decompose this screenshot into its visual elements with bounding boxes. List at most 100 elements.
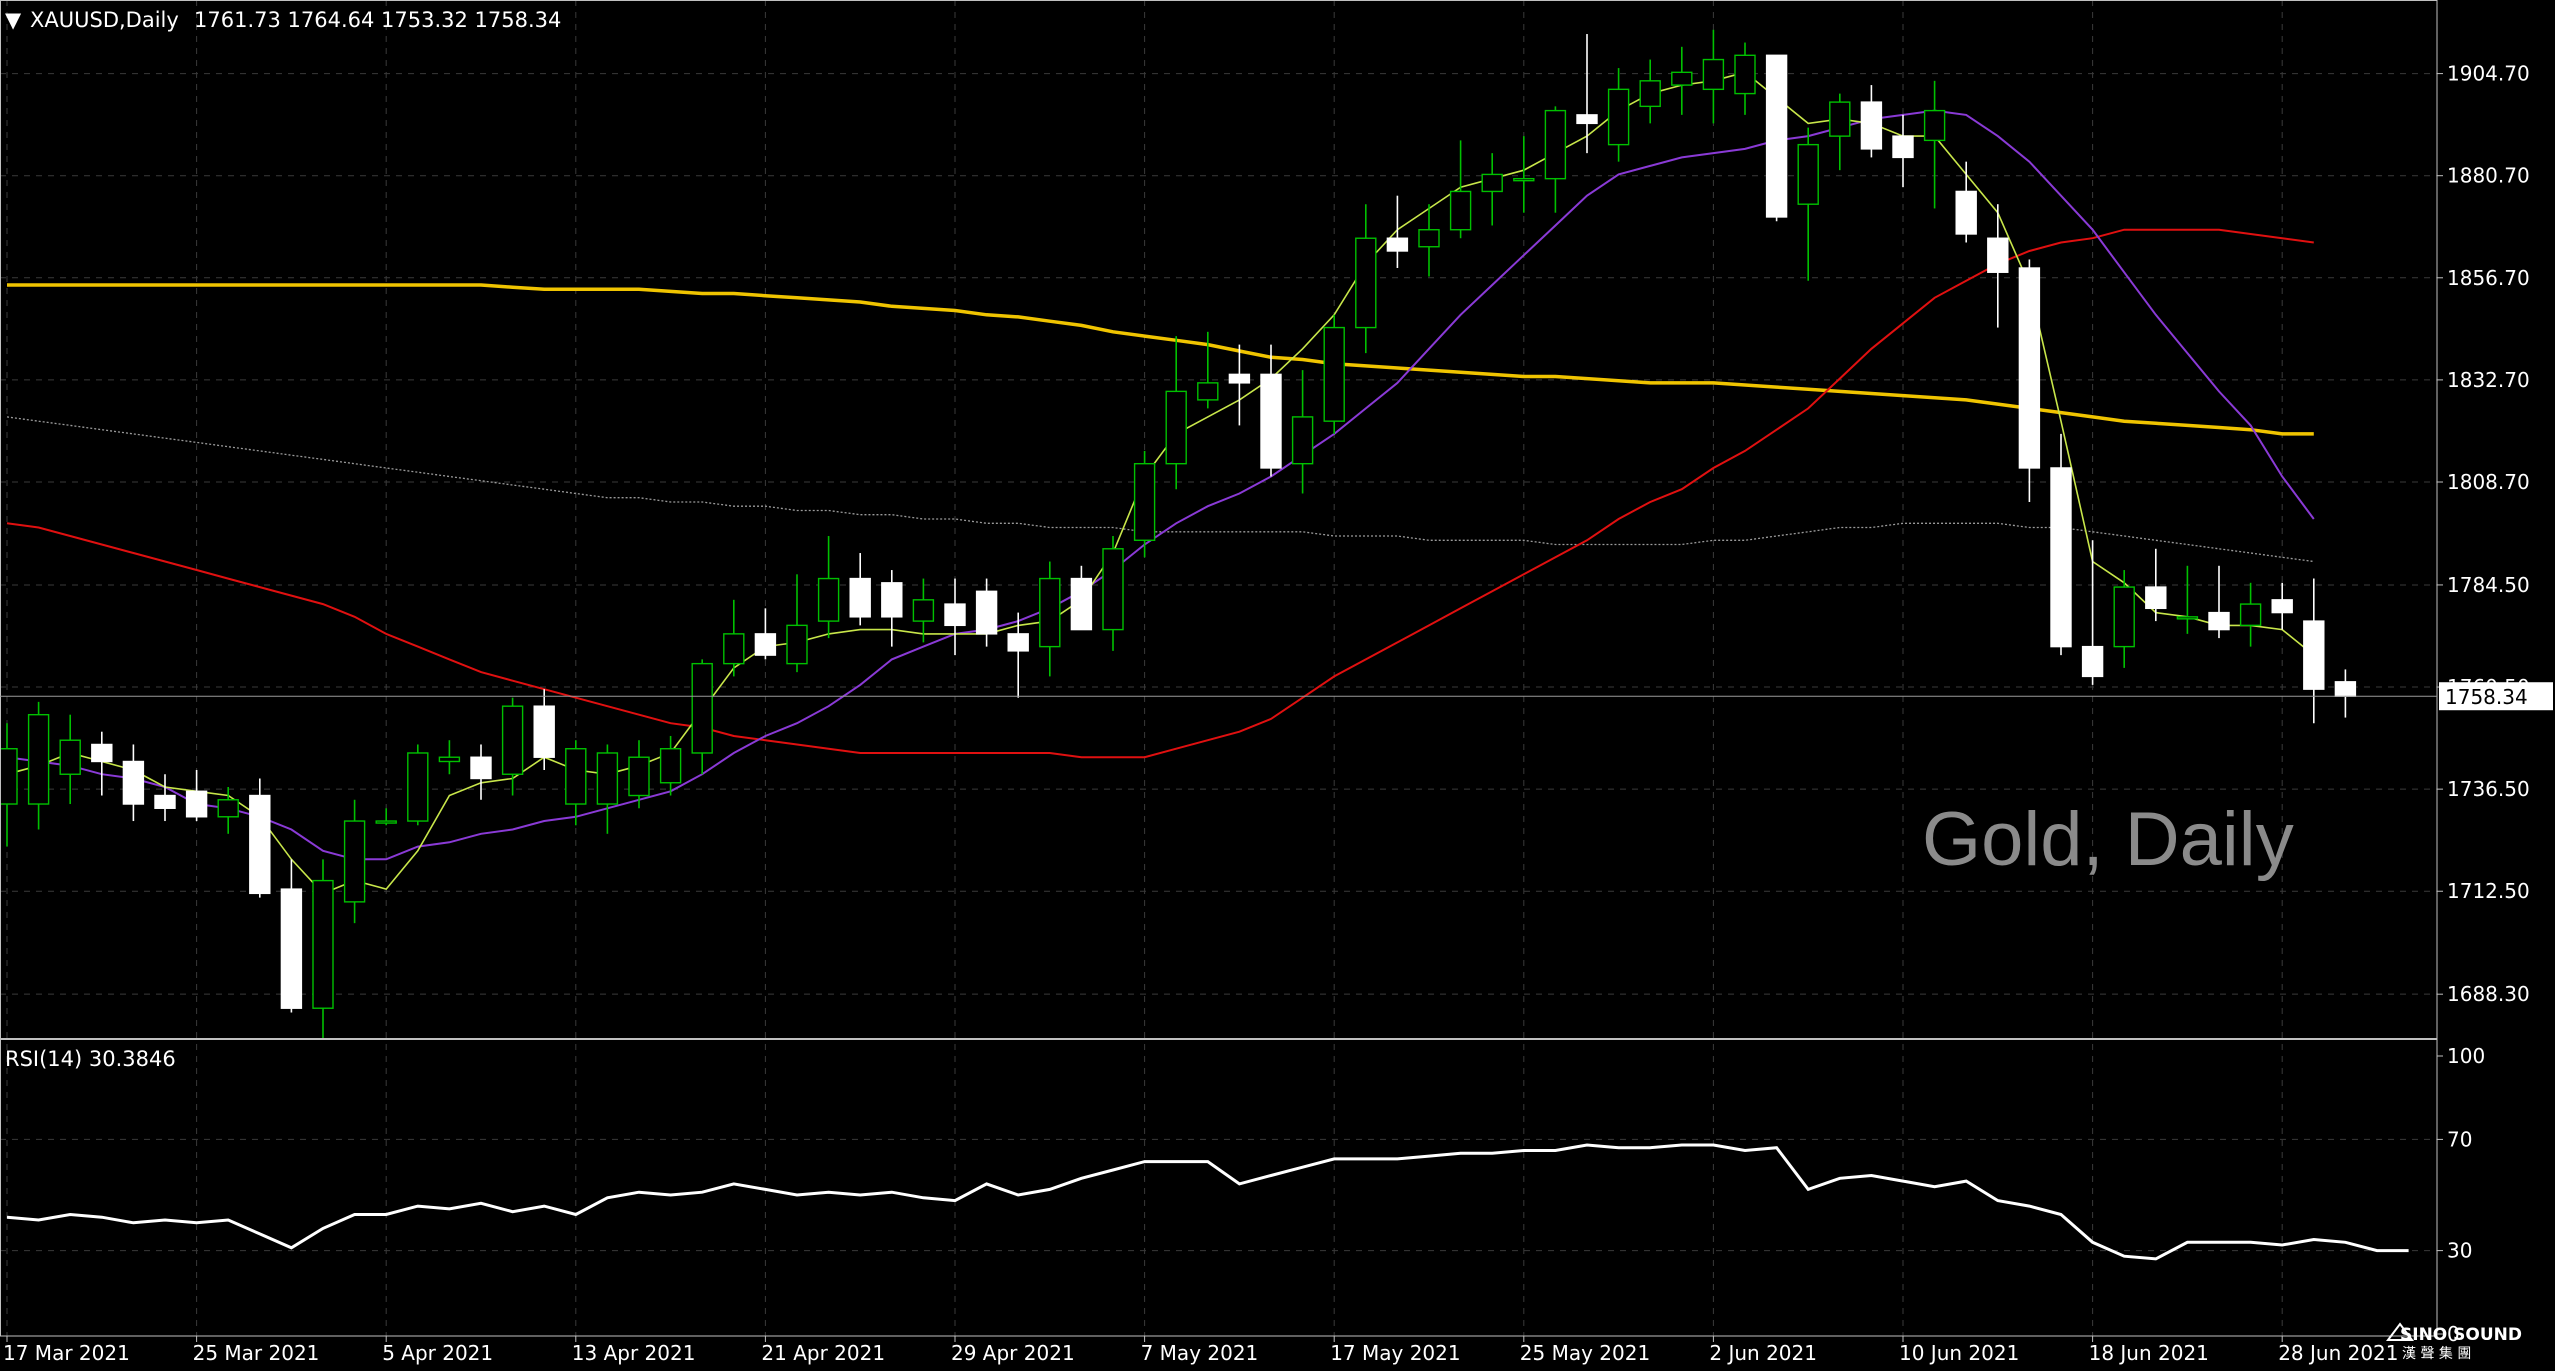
candle-body [723,633,745,665]
candle-body [375,820,397,824]
candle [817,536,840,639]
candle-body [1449,190,1472,231]
x-tick-label: 21 Apr 2021 [761,1341,885,1365]
chart-frame [0,0,2438,1337]
candle [628,740,650,809]
x-tick-label: 7 May 2021 [1141,1341,1259,1365]
candle-body [1260,373,1282,469]
candle [2176,565,2199,634]
candle [438,740,461,775]
y-tick-label: 1808.70 [2447,470,2530,494]
candle-body [2208,611,2230,631]
chart-symbol: XAUUSD,Daily [30,8,179,32]
candle-body [343,820,366,903]
candle [501,697,524,796]
candle [1892,114,1914,188]
candle [1323,314,1345,434]
candle-body [628,756,650,797]
candle [1039,561,1061,677]
candle-body [565,748,587,805]
candle-body [1544,109,1567,180]
candle-body [881,582,903,618]
candle-body [2176,616,2199,620]
sino-sound-logo: SINO SOUND 漢 聲 集 團 [2386,1322,2522,1362]
candle-body [1165,390,1187,465]
candle-body [533,705,555,758]
candle [343,799,366,924]
candle [1481,153,1503,226]
y-tick-label: 1688.30 [2447,982,2530,1006]
logo-line-2: 漢 聲 集 團 [2402,1345,2471,1362]
candle [1544,106,1567,213]
x-tick-label: 28 Jun 2021 [2278,1341,2398,1365]
candle-body [659,748,682,784]
candle-body [1829,101,1851,137]
candle [1923,80,1946,209]
candle [2018,259,2041,502]
candle-body [1070,577,1093,631]
candle-body [2334,681,2357,697]
candle [2208,565,2230,639]
ma-faint-line [6,416,2314,563]
candle [1418,204,1440,277]
candle-body [1923,109,1946,142]
candle [691,659,713,775]
x-tick-label: 5 Apr 2021 [382,1341,493,1365]
y-tick-label: 1784.50 [2447,573,2530,597]
candle [533,689,555,770]
candle [217,787,239,834]
candle-body [2113,586,2135,648]
candle [1102,536,1124,651]
rsi-y-tick-label: 70 [2447,1127,2472,1151]
x-tick-label: 10 Jun 2021 [1899,1341,2019,1365]
rsi-title: RSI(14) 30.3846 [5,1047,176,1071]
candle-body [1513,177,1535,182]
candle [1513,136,1535,213]
candle-body [27,713,50,805]
candle-body [912,599,935,622]
candle [312,859,334,1038]
candles [0,29,2357,1038]
candle-body [2239,603,2262,627]
candle [944,578,966,656]
candle-body [438,756,461,763]
candle-body [1007,633,1029,652]
candle [723,599,745,677]
rsi-y-tick-label: 0 [2447,1322,2460,1346]
logo-mark-icon [2386,1322,2414,1341]
candle [154,774,176,822]
candle [2334,669,2357,718]
y-tick-label: 1880.70 [2447,164,2530,188]
candle-body [1955,190,1977,235]
candle [596,744,619,834]
candle-body [1892,135,1914,159]
candle-body [817,577,840,622]
candle-body [1639,80,1661,108]
candle [1576,34,1598,154]
candle-body [407,752,429,822]
candle-body [1765,54,1788,218]
candle-body [691,662,713,754]
candle [27,701,50,830]
header-triangle-icon[interactable]: ▼ [5,8,22,32]
candle [912,578,935,643]
candle-body [2050,467,2072,648]
candle [1860,85,1883,158]
candle [59,714,81,805]
candle [1228,344,1251,426]
candle-body [280,888,303,1009]
candle [0,723,18,847]
candle [754,608,777,660]
candle-body [2018,267,2041,469]
candle-body [1481,173,1503,193]
candle-body [91,743,113,763]
candle-body [217,799,239,818]
y-tick-label: 1904.70 [2447,62,2530,86]
candle [2303,578,2325,724]
candle [1133,450,1156,558]
candle-body [0,748,18,805]
candle-body [1228,373,1251,384]
